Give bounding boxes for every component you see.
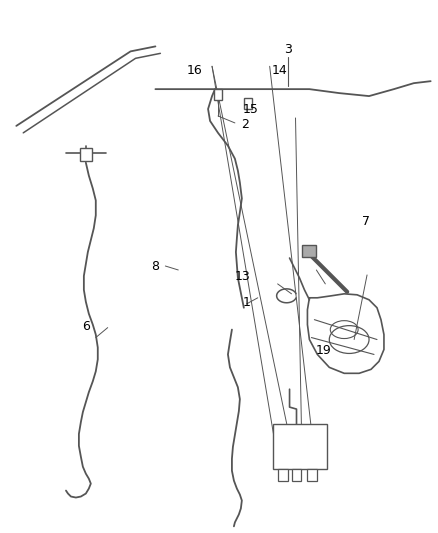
Text: 6: 6 — [82, 320, 90, 333]
Bar — [307, 469, 318, 481]
Bar — [303, 245, 316, 257]
Bar — [80, 148, 92, 160]
Bar — [244, 98, 252, 109]
Text: 3: 3 — [284, 43, 292, 56]
Text: 2: 2 — [241, 118, 249, 132]
Text: 14: 14 — [272, 64, 287, 77]
Bar — [273, 424, 327, 469]
Bar — [292, 469, 301, 481]
Text: 16: 16 — [186, 64, 202, 77]
Text: 15: 15 — [243, 103, 259, 117]
Text: 7: 7 — [362, 215, 370, 228]
Text: 19: 19 — [315, 344, 331, 357]
Bar — [278, 469, 288, 481]
Text: 13: 13 — [235, 270, 251, 284]
Text: 1: 1 — [243, 296, 251, 309]
Text: 8: 8 — [152, 260, 159, 272]
Bar — [214, 88, 222, 100]
